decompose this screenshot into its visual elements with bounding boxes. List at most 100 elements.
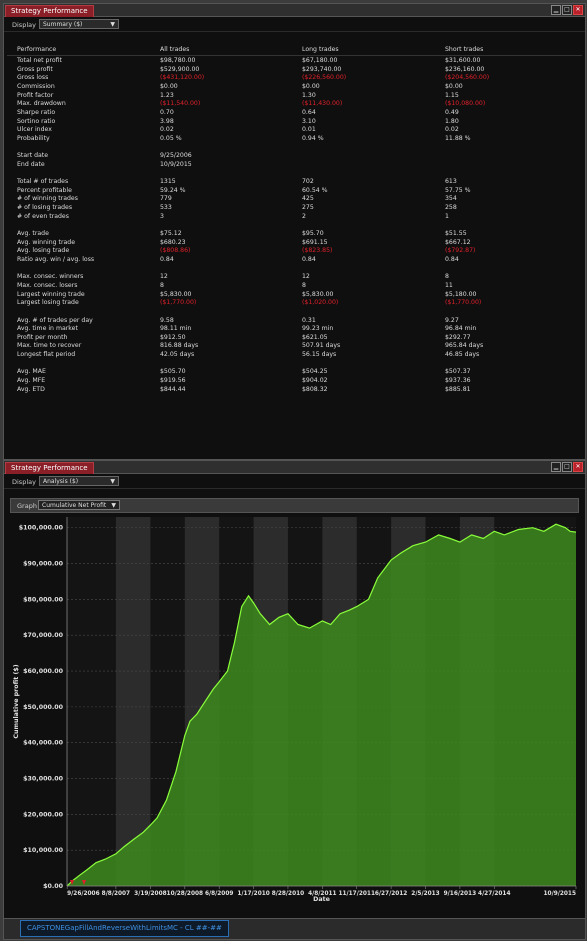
y-tick-label: $70,000.00 xyxy=(23,632,63,639)
short-trades-value: 96.84 min xyxy=(445,325,477,333)
table-row: End date 10/9/2015 xyxy=(7,161,582,170)
short-trades-value: $51.55 xyxy=(445,230,467,237)
table-row: # of winning trades 779 425 354 xyxy=(7,195,582,204)
x-axis-label: Date xyxy=(313,896,330,903)
minimize-icon[interactable]: ▁ xyxy=(551,5,561,15)
all-trades-value: 816.88 days xyxy=(160,342,199,350)
minimize-icon[interactable]: ▁ xyxy=(551,462,561,472)
table-row: Profit per month $912.50 $621.05 $292.77 xyxy=(7,334,582,343)
x-tick-label: 10/9/2015 xyxy=(544,891,576,897)
short-trades-value: $885.81 xyxy=(445,385,471,393)
close-icon[interactable]: ✕ xyxy=(573,5,583,15)
short-trades-value: 57.75 % xyxy=(445,186,471,194)
table-row: Max. consec. winners 12 12 8 xyxy=(7,273,582,282)
table-row: Avg. time in market 98.11 min 99.23 min 96.… xyxy=(7,325,582,334)
x-tick-label: 9/26/2006 xyxy=(67,891,99,897)
table-row: Largest losing trade ($1,770.00) ($1,020.0… xyxy=(7,299,582,308)
short-trades-value: 8 xyxy=(445,273,449,281)
row-label: Max. drawdown xyxy=(17,100,66,108)
long-trades-value: 12 xyxy=(302,273,310,281)
row-label: Avg. winning trade xyxy=(17,238,76,246)
trade-marker-icon xyxy=(70,880,74,885)
y-axis-label: Cumulative profit ($) xyxy=(13,664,20,738)
table-row: Max. consec. losers 8 8 11 xyxy=(7,282,582,291)
all-trades-value: 9.58 xyxy=(160,316,174,324)
chevron-down-icon: ▼ xyxy=(110,21,115,28)
short-trades-value: 613 xyxy=(445,178,457,186)
table-row: Gross profit $529,900.00 $293,740.00 $236,1… xyxy=(7,66,582,75)
table-row: Avg. ETD $844.44 $808.32 $885.81 xyxy=(7,386,582,395)
all-trades-value: 10/9/2015 xyxy=(160,160,192,168)
row-label: Max. consec. winners xyxy=(17,273,84,281)
short-trades-value: ($792.87) xyxy=(445,247,476,255)
short-trades-value: 1 xyxy=(445,212,449,220)
display-select[interactable]: Summary ($) ▼ xyxy=(39,19,119,29)
table-row: Ulcer index 0.02 0.01 0.02 xyxy=(7,126,582,135)
table-header: Performance All trades Long trades Short… xyxy=(7,45,582,56)
long-trades-value: 425 xyxy=(302,195,314,203)
graph-select[interactable]: Cumulative Net Profit ▼ xyxy=(38,500,120,510)
long-trades-value: $621.05 xyxy=(302,333,328,341)
short-trades-value: $31,600.00 xyxy=(445,57,481,64)
row-label: Avg. time in market xyxy=(17,325,78,333)
long-trades-value: $904.02 xyxy=(302,377,328,385)
table-row: Sortino ratio 3.98 3.10 1.80 xyxy=(7,118,582,127)
column-header-performance: Performance xyxy=(17,46,57,53)
x-tick-label: 2/5/2013 xyxy=(411,891,439,897)
all-trades-value: 12 xyxy=(160,273,168,281)
all-trades-value: 0.70 xyxy=(160,108,174,116)
window-titlebar[interactable]: Strategy Performance ▁ □ ✕ xyxy=(4,4,585,17)
row-label: Gross loss xyxy=(17,74,49,82)
column-header-all-trades: All trades xyxy=(160,46,190,53)
all-trades-value: 1315 xyxy=(160,178,176,186)
long-trades-value: $293,740.00 xyxy=(302,65,342,73)
short-trades-value: 258 xyxy=(445,204,457,212)
long-trades-value: ($1,020.00) xyxy=(302,299,339,307)
table-row: Ratio avg. win / avg. loss 0.84 0.84 0.84 xyxy=(7,256,582,265)
maximize-icon[interactable]: □ xyxy=(562,462,572,472)
y-tick-label: $10,000.00 xyxy=(23,847,63,854)
cumulative-net-profit-chart[interactable]: $0.00 $10,000.00 $20,000.00 $30,000.00 $40,0… xyxy=(4,461,585,918)
display-label: Display xyxy=(12,21,36,29)
graph-bar: Graph Cumulative Net Profit ▼ xyxy=(10,498,579,513)
all-trades-value: 42.05 days xyxy=(160,351,195,359)
close-icon[interactable]: ✕ xyxy=(573,462,583,472)
long-trades-value: $691.15 xyxy=(302,238,328,246)
short-trades-value: 354 xyxy=(445,195,457,203)
period-band xyxy=(115,517,151,886)
table-row: Avg. MFE $919.56 $904.02 $937.36 xyxy=(7,377,582,386)
row-label: # of losing trades xyxy=(17,204,73,212)
short-trades-value: 11.88 % xyxy=(445,134,471,142)
short-trades-value: $667.12 xyxy=(445,238,471,246)
table-row: Probability 0.05 % 0.94 % 11.88 % xyxy=(7,135,582,144)
all-trades-value: $0.00 xyxy=(160,82,178,90)
short-trades-value: 0.49 xyxy=(445,108,459,116)
x-tick-label: 4/27/2014 xyxy=(478,891,510,897)
long-trades-value: $67,180.00 xyxy=(302,57,338,64)
all-trades-value: $912.50 xyxy=(160,333,186,341)
strategy-chart-tab[interactable]: CAPSTONEGapFillAndReverseWithLimitsMC - … xyxy=(20,920,229,937)
row-label: Avg. trade xyxy=(17,230,49,237)
maximize-icon[interactable]: □ xyxy=(562,5,572,15)
window-title-tab[interactable]: Strategy Performance xyxy=(5,462,94,474)
x-tick-label: 4/8/2011 xyxy=(308,891,336,897)
all-trades-value: $5,830.00 xyxy=(160,290,192,298)
all-trades-value: ($431,120.00) xyxy=(160,74,205,82)
short-trades-value: 11 xyxy=(445,281,453,289)
row-label: Probability xyxy=(17,134,50,142)
table-row: Avg. winning trade $680.23 $691.15 $667.12 xyxy=(7,239,582,248)
display-select[interactable]: Analysis ($) ▼ xyxy=(39,476,119,486)
long-trades-value: ($823.85) xyxy=(302,247,333,255)
short-trades-value: 965.84 days xyxy=(445,342,484,350)
long-trades-value: 0.94 % xyxy=(302,134,324,142)
row-label: End date xyxy=(17,160,45,168)
window-title-tab[interactable]: Strategy Performance xyxy=(5,5,94,17)
window-titlebar[interactable]: Strategy Performance ▁ □ ✕ xyxy=(4,461,585,474)
graph-label: Graph xyxy=(17,502,37,510)
table-row: Profit factor 1.23 1.30 1.15 xyxy=(7,92,582,101)
short-trades-value: 46.85 days xyxy=(445,351,480,359)
row-label: Ratio avg. win / avg. loss xyxy=(17,255,95,263)
row-label: Largest winning trade xyxy=(17,290,85,298)
x-tick-label: 6/8/2009 xyxy=(205,891,233,897)
chevron-down-icon: ▼ xyxy=(111,502,116,509)
